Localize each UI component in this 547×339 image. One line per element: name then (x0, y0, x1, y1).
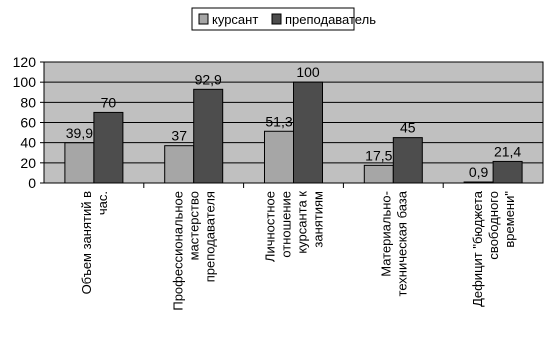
y-tick-label: 20 (20, 155, 36, 171)
x-category-label: Материально-техническая база (378, 190, 409, 296)
x-category-label-line: Дефицит "бюджета (470, 190, 485, 307)
y-tick-label: 100 (13, 74, 37, 90)
x-category-label-line: Объем занятий в (79, 191, 94, 295)
y-tick-label: 60 (20, 115, 36, 131)
x-category-label-line: курсанта к (295, 191, 310, 254)
bar-prepodavatel (193, 88, 224, 184)
x-category-label-line: времени" (502, 191, 517, 248)
data-label: 45 (400, 120, 416, 136)
x-axis: Объем занятий в час. Профессиональное масте… (44, 182, 543, 311)
bar-kursant (164, 145, 195, 184)
legend-label: преподаватель (285, 12, 376, 27)
x-category-label: Объем занятий в час. (79, 191, 110, 295)
data-label: 92,9 (195, 71, 222, 87)
legend-label: курсант (212, 12, 258, 27)
legend: курсант преподаватель (191, 7, 376, 31)
data-label: 51,3 (265, 113, 292, 129)
x-category-label-line: Материально- (378, 191, 393, 277)
bar-kursant (264, 130, 294, 184)
x-category-label: Личностное отношение курсанта к занятиям (263, 191, 326, 262)
x-category-label-line: преподавателя (203, 191, 218, 282)
legend-swatch (198, 13, 209, 25)
x-category-label: Дефицит "бюджета свободного времени" (470, 190, 517, 307)
bar-prepodavatel (93, 111, 124, 184)
x-category-label-line: техническая база (394, 190, 409, 296)
bars (64, 81, 523, 184)
bar-prepodavatel (492, 160, 523, 184)
data-labels: 39,9 37 51,3 17,5 0,9 70 92,9 100 45 21,4 (66, 64, 522, 180)
data-label: 17,5 (365, 147, 392, 163)
x-category-label-line: час. (95, 191, 110, 215)
data-label: 21,4 (494, 143, 521, 159)
y-tick-label: 40 (20, 135, 36, 151)
data-label: 100 (296, 64, 320, 80)
data-label: 37 (171, 128, 187, 144)
data-label: 39,9 (66, 125, 93, 141)
legend-swatch (271, 13, 282, 25)
data-label: 70 (101, 94, 117, 110)
bar-prepodavatel (392, 137, 423, 184)
bar-kursant (64, 142, 95, 184)
x-category-label-line: отношение (279, 191, 294, 258)
y-axis: 0 20 40 60 80 100 120 (13, 54, 45, 191)
data-label: 0,9 (469, 164, 489, 180)
x-category-label-line: Профессиональное (171, 191, 186, 311)
x-category-label: Профессиональное мастерство преподавателя (171, 191, 218, 311)
x-category-label-line: занятиям (311, 191, 326, 248)
x-category-label-line: мастерство (187, 191, 202, 260)
bar-prepodavatel (293, 81, 323, 184)
x-category-label-line: свободного (486, 191, 501, 260)
y-tick-label: 80 (20, 94, 36, 110)
bar-kursant (363, 164, 394, 184)
y-tick-label: 0 (28, 175, 36, 191)
x-category-label-line: Личностное (263, 191, 278, 262)
y-tick-label: 120 (13, 54, 37, 70)
